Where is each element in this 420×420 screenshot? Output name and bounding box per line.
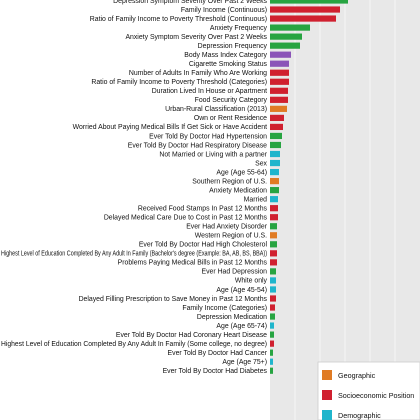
bar	[270, 259, 277, 266]
bar-label: Sex	[255, 160, 267, 167]
bar	[270, 205, 278, 212]
bar-label: Age (Age 75+)	[222, 359, 267, 366]
bar-label: Received Food Stamps In Past 12 Months	[138, 205, 268, 212]
bar-label: Ever Told By Doctor Had Respiratory Dise…	[128, 142, 267, 149]
bar	[270, 78, 289, 85]
bar-label: Family Income (Categories)	[182, 305, 267, 312]
legend-swatch	[322, 370, 332, 380]
bar-label: Anxiety Symptom Severity Over Past 2 Wee…	[125, 34, 267, 41]
bar-label: Duration Lived In House or Apartment	[152, 88, 267, 95]
bar-label: Age (Age 65-74)	[216, 323, 267, 330]
bar	[270, 87, 288, 94]
bar	[270, 187, 279, 194]
bar	[270, 114, 284, 121]
bar	[270, 69, 289, 76]
bar-label: Ever Told By Doctor Had High Cholesterol	[139, 242, 268, 249]
bar	[270, 313, 275, 320]
bar-label: Age (Age 45-54)	[216, 287, 267, 294]
bar	[270, 268, 276, 275]
legend-swatch	[322, 390, 332, 400]
bar	[270, 159, 280, 167]
bar	[270, 132, 282, 140]
bar-label: Delayed Filling Prescription to Save Mon…	[79, 296, 268, 303]
bar	[270, 358, 273, 365]
bar-label: Not Married or Living with a partner	[159, 151, 267, 158]
bar	[270, 223, 277, 230]
bar	[270, 24, 310, 31]
bar	[270, 286, 276, 293]
bar	[270, 331, 274, 338]
bar	[270, 51, 291, 58]
bar-label: Depression Symptom Severity Over Past 2 …	[113, 0, 267, 5]
bar-label: Ever Told By Doctor Had Hypertension	[149, 133, 267, 140]
bar	[270, 214, 278, 221]
bar	[270, 277, 276, 284]
bar-label: Ratio of Family Income to Poverty Thresh…	[91, 79, 267, 86]
bar-label: Anxiety Frequency	[210, 25, 268, 32]
bar-label: Cigarette Smoking Status	[189, 61, 268, 68]
bar-label: Southern Region of U.S.	[192, 178, 267, 185]
bar-label: Highest Level of Education Completed By …	[1, 251, 267, 258]
bar	[270, 15, 336, 22]
bar	[270, 349, 273, 356]
bar	[270, 196, 278, 203]
bar	[270, 105, 287, 112]
bar	[270, 232, 277, 239]
bar	[270, 6, 340, 13]
bar-label: Problems Paying Medical Bills in Past 12…	[118, 260, 268, 267]
legend-label: Demographic	[338, 411, 381, 420]
bar-label: Depression Frequency	[198, 43, 268, 50]
bar-label: Ever Told By Doctor Had Cancer	[168, 350, 268, 357]
bar-label: Delayed Medical Care Due to Cost in Past…	[104, 215, 268, 222]
bar	[270, 42, 300, 49]
bar	[270, 150, 280, 158]
legend-label: Geographic	[338, 371, 376, 380]
bar	[270, 33, 302, 40]
bar-label: Ever Told By Doctor Had Diabetes	[163, 368, 268, 375]
bar-label: Urban-Rural Classification (2013)	[165, 106, 267, 113]
bar-label: Ever Told By Doctor Had Coronary Heart D…	[116, 332, 267, 339]
bar-label: Western Region of U.S.	[195, 233, 267, 240]
bar-label: Worried About Paying Medical Bills If Ge…	[73, 124, 268, 131]
bars-group	[270, 0, 348, 374]
bar	[270, 241, 277, 248]
bar-label: Ratio of Family Income to Poverty Thresh…	[90, 16, 267, 23]
legend-swatch	[322, 410, 332, 420]
bar-label: Body Mass Index Category	[184, 52, 267, 59]
bar-label: Family Income (Continuous)	[181, 7, 267, 14]
bar	[270, 60, 289, 67]
bar	[270, 0, 348, 4]
bar-label: Ever Had Depression	[202, 269, 268, 276]
bar-label: Depression Medication	[197, 314, 267, 321]
bar-label: Food Security Category	[195, 97, 268, 104]
bar-label: Married	[244, 196, 268, 203]
bar	[270, 340, 274, 347]
bar	[270, 322, 274, 329]
bar	[270, 295, 276, 302]
bar-label: Highest Level of Education Completed By …	[1, 341, 267, 348]
bar-label: Own or Rent Residence	[194, 115, 267, 122]
legend: Geographic Socioeconomic Position Demograp…	[317, 361, 420, 420]
bar	[270, 123, 283, 131]
bar	[270, 168, 279, 176]
bar-label: White only	[235, 278, 268, 285]
bar	[270, 367, 273, 374]
bar	[270, 96, 288, 103]
legend-box	[317, 361, 420, 420]
bar	[270, 178, 279, 185]
legend-label: Socioeconomic Position	[338, 391, 414, 400]
bar	[270, 304, 275, 311]
bar-label: Number of Adults In Family Who Are Worki…	[129, 70, 267, 77]
bar	[270, 250, 277, 257]
bar-label: Age (Age 55-64)	[216, 169, 267, 176]
labels-group: Depression Symptom Severity Over Past 2 …	[1, 0, 268, 375]
bar	[270, 141, 281, 149]
bar-label: Ever Had Anxiety Disorder	[186, 224, 268, 231]
bar-label: Anxiety Medication	[209, 187, 267, 194]
